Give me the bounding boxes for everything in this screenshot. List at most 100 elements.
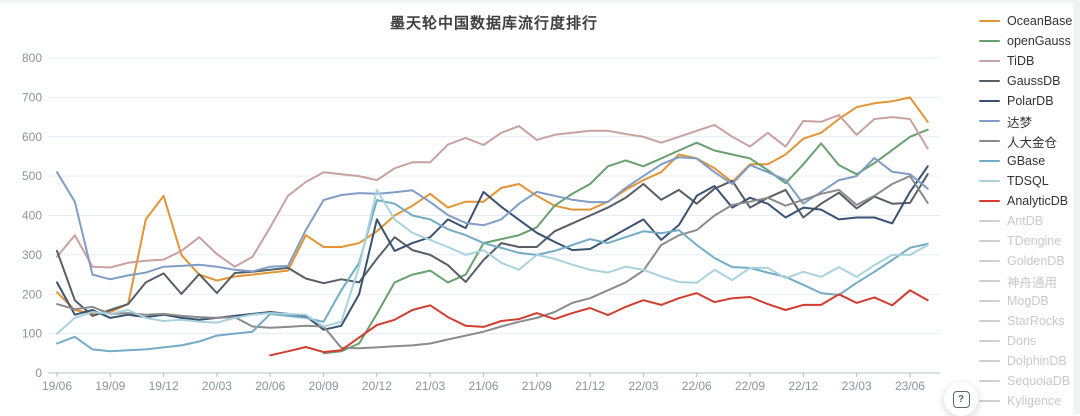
series-line-达梦[interactable] (56, 156, 929, 281)
y-axis-label: 800 (22, 51, 42, 65)
legend-swatch-icon (979, 380, 1000, 382)
page-right-strip (1073, 0, 1080, 414)
legend-swatch-icon (979, 80, 1000, 82)
x-axis-tick-label: 21/06 (468, 379, 498, 393)
legend-swatch-icon (979, 180, 1000, 182)
legend-label: GaussDB (1007, 74, 1061, 88)
legend-swatch-icon (979, 160, 1000, 162)
y-axis-label: 700 (22, 90, 42, 104)
y-axis-label: 200 (22, 287, 42, 301)
series-line-TDSQL[interactable] (56, 188, 929, 335)
x-axis-tick-label: 19/12 (149, 379, 179, 393)
legend-label: PolarDB (1007, 94, 1054, 108)
chart-legend: OceanBase openGauss TiDB GaussDB PolarDB 达梦人大… (979, 11, 1075, 411)
legend-swatch-icon (979, 60, 1000, 62)
x-axis-tick-label: 21/12 (575, 379, 605, 393)
legend-item-GBase[interactable]: GBase (979, 151, 1075, 171)
legend-label: MogDB (1007, 294, 1049, 308)
x-axis-tick-label: 22/03 (628, 379, 658, 393)
legend-item-openGauss[interactable]: openGauss (979, 31, 1075, 51)
series-line-人大金仓[interactable] (56, 175, 929, 350)
y-axis-label: 500 (22, 169, 42, 183)
x-axis-tick-label: 20/09 (309, 379, 339, 393)
legend-swatch-icon (979, 300, 1000, 302)
chart-title: 墨天轮中国数据库流行度排行 (389, 15, 598, 32)
legend-label: TiDB (1007, 54, 1035, 68)
x-axis-tick-label: 20/06 (255, 379, 285, 393)
legend-swatch-icon (979, 220, 1000, 222)
x-axis-tick-label: 19/09 (95, 379, 125, 393)
x-axis-tick-label: 21/09 (522, 379, 552, 393)
legend-label: StarRocks (1007, 314, 1065, 328)
legend-label: GoldenDB (1007, 254, 1065, 268)
legend-item-PolarDB[interactable]: PolarDB (979, 91, 1075, 111)
legend-swatch-icon (979, 260, 1000, 262)
help-icon: ? (952, 390, 970, 408)
legend-swatch-icon (979, 280, 1000, 282)
series-line-TiDB[interactable] (56, 114, 929, 269)
legend-item-TDSQL[interactable]: TDSQL (979, 171, 1075, 191)
legend-label: Kyligence (1007, 394, 1062, 408)
series-line-AnalyticDB[interactable] (269, 289, 929, 357)
legend-label: openGauss (1007, 34, 1071, 48)
legend-swatch-icon (979, 360, 1000, 362)
x-axis-tick-label: 22/12 (788, 379, 818, 393)
series-line-GaussDB[interactable] (56, 173, 929, 317)
legend-item-GaussDB[interactable]: GaussDB (979, 71, 1075, 91)
series-line-OceanBase[interactable] (56, 96, 929, 315)
legend-swatch-icon (979, 20, 1000, 22)
y-axis-label: 0 (35, 366, 42, 380)
y-axis-label: 300 (22, 248, 42, 262)
legend-item-SequoiaDB[interactable]: SequoiaDB (979, 371, 1075, 391)
legend-swatch-icon (979, 200, 1000, 202)
x-axis-tick-label: 22/06 (682, 379, 712, 393)
legend-item-AnalyticDB[interactable]: AnalyticDB (979, 191, 1075, 211)
series-line-openGauss[interactable] (322, 128, 929, 355)
legend-swatch-icon (979, 120, 1000, 122)
legend-item-TDengine[interactable]: TDengine (979, 231, 1075, 251)
legend-label: 人大金仓 (1007, 135, 1058, 150)
legend-label: SequoiaDB (1007, 374, 1071, 388)
legend-item-Kyligence[interactable]: Kyligence (979, 391, 1075, 411)
legend-label: AnalyticDB (1007, 194, 1069, 208)
legend-item-GoldenDB[interactable]: GoldenDB (979, 251, 1075, 271)
x-axis-tick-label: 21/03 (415, 379, 445, 393)
y-axis-label: 600 (22, 130, 42, 144)
legend-item-DolphinDB[interactable]: DolphinDB (979, 351, 1075, 371)
legend-label: 达梦 (1007, 115, 1033, 130)
x-axis-tick-label: 20/03 (202, 379, 232, 393)
legend-item-人大金仓[interactable]: 人大金仓 (979, 131, 1075, 151)
legend-swatch-icon (979, 240, 1000, 242)
legend-swatch-icon (979, 320, 1000, 322)
legend-label: DolphinDB (1007, 354, 1067, 368)
legend-item-TiDB[interactable]: TiDB (979, 51, 1075, 71)
x-axis-tick-label: 23/06 (895, 379, 925, 393)
x-axis-tick-label: 22/09 (735, 379, 765, 393)
legend-swatch-icon (979, 400, 1000, 402)
legend-item-AntDB[interactable]: AntDB (979, 211, 1075, 231)
series-line-PolarDB[interactable] (56, 165, 929, 331)
legend-label: 神舟通用 (1007, 275, 1058, 290)
x-axis-tick-label: 20/12 (362, 379, 392, 393)
help-button[interactable]: ? (944, 382, 978, 416)
legend-swatch-icon (979, 40, 1000, 42)
x-axis-tick-label: 23/03 (842, 379, 872, 393)
page-top-strip (0, 0, 1080, 3)
legend-item-达梦[interactable]: 达梦 (979, 111, 1075, 131)
y-axis-label: 100 (22, 327, 42, 341)
legend-item-Doris[interactable]: Doris (979, 331, 1075, 351)
legend-label: TDengine (1007, 234, 1062, 248)
y-axis-label: 400 (22, 209, 42, 223)
x-axis-tick-label: 19/06 (42, 379, 72, 393)
legend-label: Doris (1007, 334, 1037, 348)
legend-item-MogDB[interactable]: MogDB (979, 291, 1075, 311)
legend-swatch-icon (979, 140, 1000, 142)
legend-item-StarRocks[interactable]: StarRocks (979, 311, 1075, 331)
legend-label: AntDB (1007, 214, 1044, 228)
legend-item-神舟通用[interactable]: 神舟通用 (979, 271, 1075, 291)
legend-label: GBase (1007, 154, 1046, 168)
legend-item-OceanBase[interactable]: OceanBase (979, 11, 1075, 31)
legend-swatch-icon (979, 340, 1000, 342)
legend-label: OceanBase (1007, 14, 1073, 28)
